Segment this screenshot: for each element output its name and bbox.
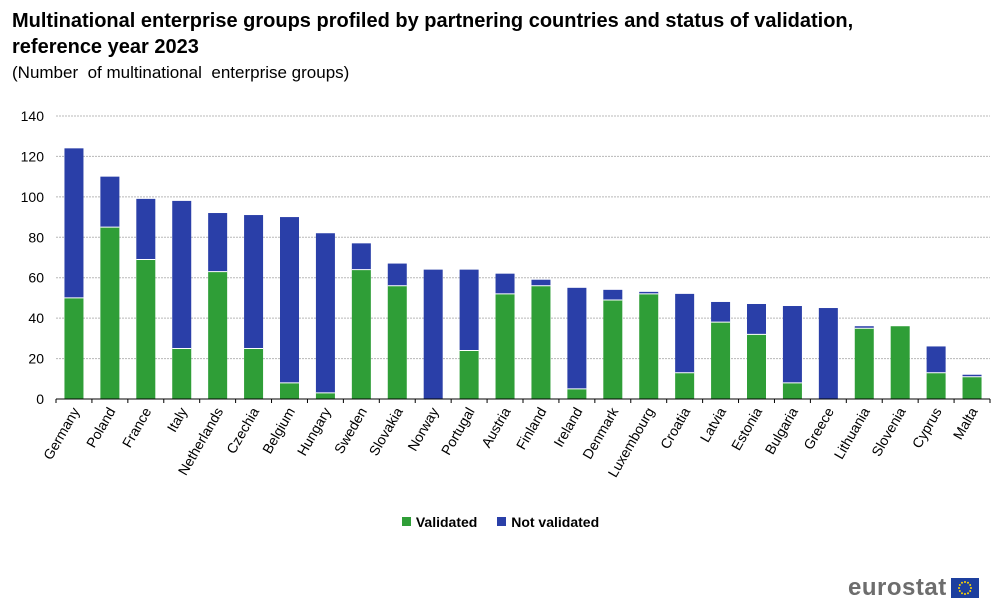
bar-not-validated-germany — [64, 148, 84, 298]
x-tick-label-estonia: Estonia — [728, 404, 765, 453]
bar-validated-lithuania — [854, 328, 874, 399]
bar-validated-slovenia — [890, 326, 910, 399]
x-tick-label-hungary: Hungary — [294, 405, 334, 459]
legend: Validated Not validated — [0, 513, 1001, 530]
bar-not-validated-estonia — [747, 303, 766, 335]
legend-swatch-not-validated — [497, 517, 507, 526]
bar-not-validated-czechia — [244, 215, 264, 349]
bar-not-validated-poland — [100, 176, 120, 228]
bar-not-validated-austria — [495, 273, 515, 294]
bar-not-validated-sweden — [351, 243, 371, 270]
bar-validated-hungary — [315, 392, 335, 399]
x-tick-label-france: France — [119, 404, 155, 450]
bar-not-validated-italy — [172, 200, 192, 349]
bar-not-validated-latvia — [711, 301, 731, 323]
bar-validated-bulgaria — [782, 382, 802, 399]
bar-not-validated-norway — [423, 269, 443, 399]
x-tick-label-malta: Malta — [950, 404, 981, 442]
x-tick-label-latvia: Latvia — [697, 404, 730, 445]
x-tick-label-ireland: Ireland — [550, 405, 585, 450]
bar-validated-malta — [962, 376, 982, 399]
y-tick-label: 100 — [21, 189, 45, 205]
bar-not-validated-france — [136, 198, 156, 260]
bar-not-validated-portugal — [459, 269, 479, 351]
x-tick-label-finland: Finland — [513, 405, 550, 453]
bars — [64, 148, 982, 399]
bar-validated-portugal — [459, 350, 479, 399]
legend-label-validated: Validated — [415, 513, 478, 530]
bar-validated-germany — [64, 297, 84, 399]
bar-validated-ireland — [567, 388, 587, 399]
bar-chart: 0 20 40 60 80 100 120 140 Germany Poland France It… — [21, 108, 991, 480]
x-tick-label-norway: Norway — [404, 405, 442, 454]
x-tick-label-austria: Austria — [478, 404, 514, 450]
bar-not-validated-luxembourg — [639, 291, 659, 294]
eurostat-logo: eurostat — [848, 574, 979, 602]
bar-validated-sweden — [351, 269, 371, 399]
bar-not-validated-bulgaria — [782, 306, 802, 383]
bar-not-validated-netherlands — [208, 213, 228, 272]
bar-validated-austria — [495, 293, 515, 399]
y-tick-label: 80 — [28, 229, 44, 245]
bar-not-validated-denmark — [603, 289, 623, 300]
bar-validated-netherlands — [208, 271, 228, 399]
y-axis-tick-labels: 0 20 40 60 80 100 120 140 — [21, 108, 45, 407]
bar-not-validated-greece — [818, 308, 838, 399]
bar-validated-croatia — [675, 372, 695, 399]
eu-flag-icon — [950, 578, 979, 598]
logo-text: eurostat — [848, 574, 947, 601]
x-tick-label-slovenia: Slovenia — [868, 404, 909, 459]
x-tick-label-lithuania: Lithuania — [831, 404, 873, 461]
bar-validated-estonia — [747, 334, 766, 399]
x-tick-label-croatia: Croatia — [657, 404, 694, 451]
bar-validated-latvia — [711, 322, 731, 399]
x-tick-label-czechia: Czechia — [223, 404, 262, 456]
legend-item-validated: Validated — [401, 513, 478, 530]
legend-swatch-validated — [401, 517, 411, 526]
bar-validated-denmark — [603, 299, 623, 399]
bar-validated-poland — [100, 227, 120, 399]
y-tick-label: 140 — [21, 108, 45, 124]
bar-not-validated-lithuania — [854, 326, 874, 329]
bar-not-validated-ireland — [567, 287, 587, 389]
bar-validated-belgium — [280, 382, 299, 399]
bar-not-validated-hungary — [315, 233, 335, 393]
bar-not-validated-malta — [962, 374, 982, 377]
legend-item-not-validated: Not validated — [497, 514, 599, 530]
bar-validated-czechia — [244, 348, 264, 399]
bar-validated-france — [136, 259, 156, 399]
bar-validated-finland — [531, 285, 551, 399]
chart-title: Multinational enterprise groups profiled… — [12, 10, 854, 58]
bar-validated-italy — [172, 348, 192, 399]
x-tick-label-slovakia: Slovakia — [366, 404, 406, 458]
y-tick-label: 20 — [28, 351, 44, 367]
y-tick-label: 0 — [36, 391, 44, 407]
y-tick-label: 120 — [21, 148, 45, 164]
bar-not-validated-croatia — [675, 293, 695, 373]
x-tick-label-germany: Germany — [40, 405, 83, 463]
bar-not-validated-slovakia — [387, 263, 407, 286]
x-tick-label-italy: Italy — [164, 405, 191, 435]
x-tick-label-poland: Poland — [83, 405, 119, 451]
chart-subtitle: (Number of multinational enterprise grou… — [12, 63, 350, 82]
x-tick-label-portugal: Portugal — [438, 404, 478, 457]
bar-not-validated-finland — [531, 279, 551, 286]
x-axis-tick-labels: Germany Poland France ItalyNetherlandsCzech… — [40, 399, 991, 480]
y-tick-label: 60 — [28, 270, 44, 286]
bar-validated-cyprus — [926, 372, 946, 399]
x-tick-label-bulgaria: Bulgaria — [761, 404, 801, 457]
x-tick-label-belgium: Belgium — [259, 405, 298, 457]
legend-label-not-validated: Not validated — [511, 513, 600, 530]
bar-validated-slovakia — [387, 285, 407, 399]
bar-not-validated-cyprus — [926, 346, 946, 373]
x-tick-label-greece: Greece — [800, 404, 837, 452]
x-tick-label-cyprus: Cyprus — [909, 405, 945, 451]
grid-lines — [56, 115, 990, 360]
y-tick-label: 40 — [28, 310, 44, 326]
x-tick-label-sweden: Sweden — [331, 405, 370, 457]
bar-validated-luxembourg — [639, 293, 659, 399]
bar-not-validated-belgium — [280, 217, 299, 383]
